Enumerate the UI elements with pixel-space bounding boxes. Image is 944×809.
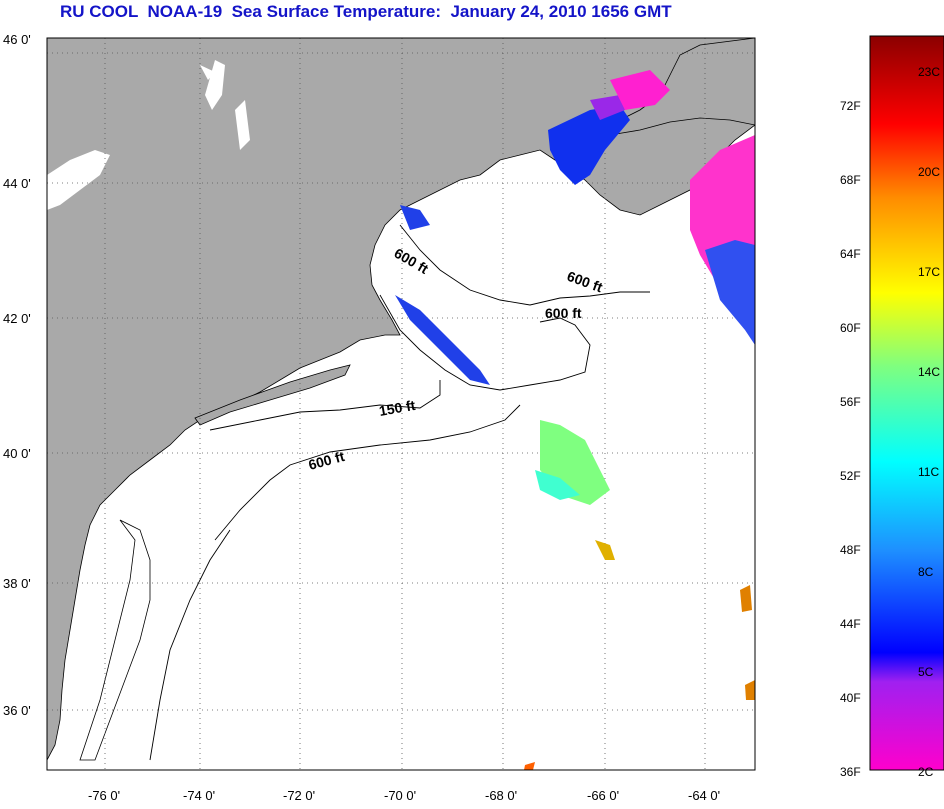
colorbar-f-label: 44F — [840, 617, 861, 631]
colorbar-f-label: 60F — [840, 321, 861, 335]
colorbar-f-label: 68F — [840, 173, 861, 187]
contour-label: 150 ft — [378, 397, 417, 419]
colorbar-c-label: 20C — [918, 165, 940, 179]
map-frame — [46, 37, 756, 771]
land-long-island — [194, 364, 351, 426]
inland-lakes — [47, 60, 250, 210]
colorbar-c-label: 8C — [918, 565, 934, 579]
land-mainland — [47, 38, 755, 761]
contour-label: 600 ft — [545, 305, 582, 321]
lat-label: 40 0' — [3, 446, 31, 461]
lon-label: -68 0' — [485, 788, 517, 803]
lon-label: -76 0' — [88, 788, 120, 803]
map-grid — [47, 38, 755, 770]
lat-label: 42 0' — [3, 311, 31, 326]
lat-label: 38 0' — [3, 576, 31, 591]
lon-label: -64 0' — [688, 788, 720, 803]
map-title: RU COOL NOAA-19 Sea Surface Temperature:… — [60, 2, 672, 21]
colorbar-f-label: 52F — [840, 469, 861, 483]
colorbar-f-label: 72F — [840, 99, 861, 113]
chesapeake-bay — [79, 519, 151, 761]
lat-label: 44 0' — [3, 176, 31, 191]
colorbar-c-label: 11C — [918, 465, 939, 479]
lon-label: -74 0' — [183, 788, 215, 803]
colorbar-c-label: 17C — [918, 265, 940, 279]
colorbar-c-label: 23C — [918, 65, 940, 79]
colorbar-f-label: 48F — [840, 543, 861, 557]
colorbar-c-label: 14C — [918, 365, 940, 379]
colorbar-c-label: 2C — [918, 765, 934, 779]
lon-label: -72 0' — [283, 788, 315, 803]
colorbar-c-label: 5C — [918, 665, 934, 679]
colorbar-f-label: 40F — [840, 691, 861, 705]
lat-label: 46 0' — [3, 32, 31, 47]
colorbar-f-label: 64F — [840, 247, 861, 261]
lon-label: -66 0' — [587, 788, 619, 803]
colorbar-f-label: 56F — [840, 395, 861, 409]
lon-label: -70 0' — [384, 788, 416, 803]
lat-label: 36 0' — [3, 703, 31, 718]
sst-pixels — [395, 70, 755, 770]
bathymetry-contours — [149, 224, 650, 761]
colorbar-f-label: 36F — [840, 765, 861, 779]
colorbar — [869, 35, 944, 771]
